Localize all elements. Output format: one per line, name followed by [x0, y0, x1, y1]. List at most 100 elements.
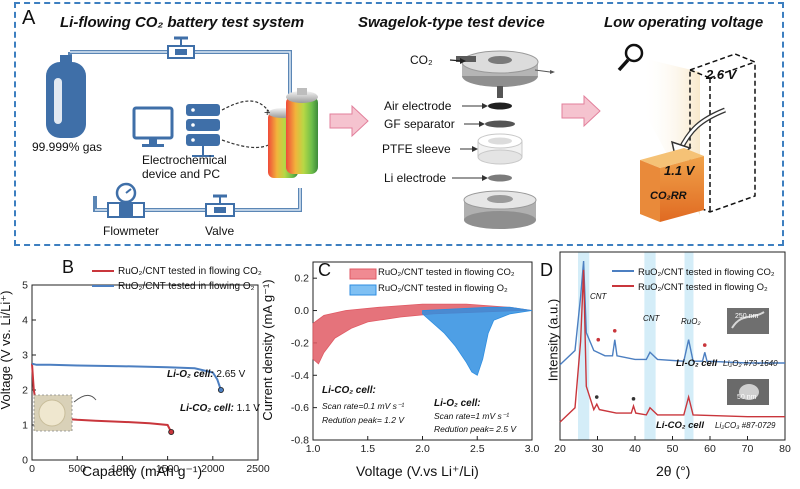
panel-b-annot-co2: Li-CO₂ cell: 1.1 V	[180, 403, 260, 414]
ptfe-sleeve-label: PTFE sleeve	[382, 142, 451, 156]
panel-b-legend-1: RuO₂/CNT tested in flowing CO₂	[118, 266, 262, 277]
y-tick-label: 2	[22, 385, 28, 397]
x-tick-label: 0	[29, 463, 35, 475]
air-electrode-disc-icon	[488, 102, 512, 110]
panel-d-co2-cell: Li-CO₂ cell	[656, 420, 704, 431]
panel-c-legend-1: RuO₂/CNT tested in flowing CO₂	[378, 267, 515, 278]
y-tick-label: -0.8	[291, 435, 309, 447]
panel-d-o2-cell: Li-O₂ cell	[676, 358, 718, 369]
y-tick-label: 0	[22, 455, 28, 467]
panel-b-annot-o2-value: 2.65 V	[213, 369, 246, 380]
panel-c-letter: C	[318, 260, 331, 280]
computer-monitor-icon	[132, 106, 174, 147]
panel-d-scale-bottom: 50 nm	[737, 394, 757, 401]
x-tick-label: 2000	[201, 463, 225, 475]
y-tick-label: -0.6	[291, 402, 309, 414]
panel-c-o2-peak: Redution peak= 2.5 V	[434, 424, 516, 434]
series-end-marker	[217, 386, 224, 393]
svg-text:+: +	[264, 107, 270, 119]
panel-c-co2-peak: Redution peak= 1.2 V	[322, 415, 404, 425]
panel-c-o2-rate: Scan rate=1 mV s⁻¹	[434, 411, 510, 421]
y-tick-label: -0.4	[291, 370, 309, 382]
top-valve-icon	[167, 36, 195, 59]
panel-b-annot-co2-cell: Li-CO₂ cell:	[180, 403, 234, 414]
panel-d-ylabel: Intensity (a.u.)	[545, 298, 561, 382]
series-line-o2	[31, 362, 222, 391]
panel-c-co2-title: Li-CO₂ cell:	[322, 385, 376, 396]
y-tick-label: 0.2	[294, 273, 309, 285]
panel-d-legend-2: RuO₂/CNT tested in flowing O₂	[638, 282, 768, 293]
xrd-line-co2	[559, 260, 785, 366]
air-electrode-label: Air electrode	[384, 99, 452, 113]
gf-separator-label: GF separator	[384, 117, 455, 131]
x-tick-label: 1.0	[306, 443, 321, 455]
flowmeter-icon	[107, 182, 145, 218]
reference-band	[684, 252, 694, 440]
panel-b-annot-o2-cell: Li-O₂ cell:	[167, 369, 214, 380]
x-tick-label: 2.0	[415, 443, 430, 455]
pc-label-line-1: Electrochemical	[142, 153, 227, 167]
panel-d-peak-cnt-2: CNT	[643, 314, 660, 323]
cv-area-o2	[422, 306, 533, 376]
flow-arrow-1-icon	[329, 104, 369, 138]
x-tick-label: 40	[629, 443, 641, 455]
x-tick-label: 60	[704, 443, 716, 455]
panel-d-o2-ref: Li₂O₂ #73-1640	[723, 359, 778, 368]
x-tick-label: 30	[592, 443, 604, 455]
li-electrode-label: Li electrode	[384, 171, 447, 185]
x-tick-label: 1500	[156, 463, 180, 475]
panel-c-o2-title: Li-O₂ cell:	[434, 398, 481, 409]
voltage-low-label: 1.1 V	[664, 163, 695, 178]
panel-d-sem-bottom	[727, 379, 769, 405]
panel-b-inset-photo	[33, 394, 97, 432]
li2o2-peak-marker	[596, 337, 601, 342]
section-title-device: Swagelok-type test device	[358, 14, 545, 31]
li2o2-peak-marker	[702, 343, 707, 347]
panel-d-chart: 20 30 40 50 60 70 80	[554, 251, 791, 455]
co2-inlet-label: CO₂	[410, 53, 433, 67]
legend-swatch	[349, 268, 377, 280]
panel-d-sem-top	[727, 308, 769, 334]
panel-b-chart: 0 500 1000 1500 2000 2500 0 1 2 3 4 5	[22, 270, 270, 475]
panel-a-letter: A	[22, 7, 36, 29]
voltage-high-label: 2.6 V	[706, 67, 737, 82]
li2co3-peak-marker	[594, 395, 599, 399]
panel-d-scale-top: 250 nm	[735, 313, 759, 320]
panel-c-legend-2: RuO₂/CNT tested in flowing O₂	[378, 283, 508, 294]
test-system-schematic: +	[46, 36, 756, 229]
panel-d-peak-cnt-1: CNT	[590, 292, 607, 301]
panel-b-annot-co2-value: 1.1 V	[233, 403, 260, 414]
panel-a-frame	[14, 2, 784, 246]
reference-band	[644, 252, 656, 440]
plot-frame	[559, 251, 786, 441]
panel-d-letter: D	[540, 260, 553, 280]
li-electrode-disc-icon	[488, 174, 512, 182]
gas-label: 99.999% gas	[32, 140, 103, 154]
panel-d-co2-ref: Li₂CO₃ #87-0729	[715, 421, 776, 430]
magnifier-icon	[617, 43, 644, 72]
y-tick-label: -0.2	[291, 337, 309, 349]
y-tick-label: 1	[22, 420, 28, 432]
panel-b-annot-o2: Li-O₂ cell: 2.65 V	[167, 369, 245, 380]
series-end-marker	[168, 428, 175, 435]
li2co3-peak-marker	[631, 397, 636, 401]
x-tick-label: 2.5	[470, 443, 485, 455]
legend-swatch	[349, 284, 377, 296]
valve-label: Valve	[205, 224, 235, 238]
gf-separator-disc-icon	[485, 120, 515, 128]
x-tick-label: 50	[667, 443, 679, 455]
x-tick-label: 1000	[111, 463, 135, 475]
panel-c-chart: 1.0 1.5 2.0 2.5 3.0 -0.8 -0.6 -0.4 -0.2 0.0 0.2	[291, 261, 540, 455]
x-tick-label: 1.5	[360, 443, 375, 455]
bottom-valve-icon	[205, 194, 235, 217]
battery-icon: +	[264, 88, 318, 178]
panel-d-xlabel: 2θ (°)	[656, 463, 691, 479]
panel-b-letter: B	[62, 257, 75, 277]
x-tick-label: 20	[554, 443, 566, 455]
ptfe-sleeve-icon	[477, 133, 523, 165]
reference-band	[578, 252, 590, 440]
y-tick-label: 3	[22, 350, 28, 362]
x-tick-label: 3.0	[525, 443, 540, 455]
section-title-voltage: Low operating voltage	[604, 14, 764, 31]
x-tick-label: 2500	[246, 463, 270, 475]
